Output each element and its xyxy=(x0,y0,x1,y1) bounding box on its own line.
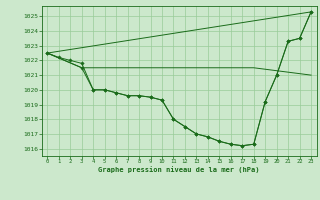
X-axis label: Graphe pression niveau de la mer (hPa): Graphe pression niveau de la mer (hPa) xyxy=(99,166,260,173)
